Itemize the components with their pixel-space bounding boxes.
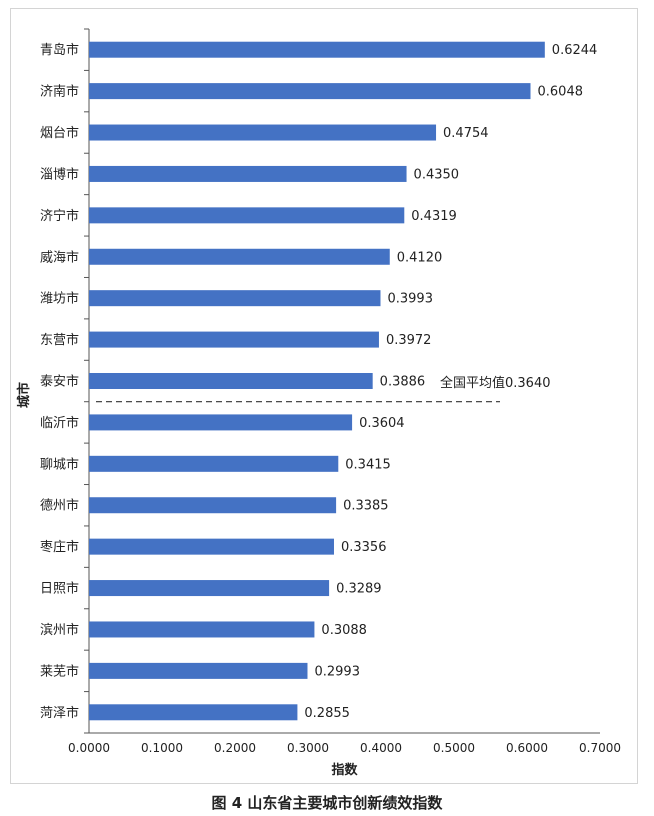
category-label: 淄博市 [40, 166, 79, 182]
bar-6 [89, 248, 390, 265]
category-label: 枣庄市 [40, 539, 79, 555]
category-label: 菏泽市 [40, 705, 79, 721]
bar-2 [89, 83, 531, 100]
bar-11 [89, 455, 339, 472]
category-label: 莱芜市 [40, 663, 79, 679]
x-tick-label: 0.7000 [579, 741, 621, 755]
bar-7 [89, 290, 381, 307]
bar-12 [89, 497, 337, 514]
x-tick-label: 0.2000 [214, 741, 256, 755]
bar-3 [89, 124, 437, 141]
bar-chart: 青岛市 0.6244 济南市 0.6048 烟台市 0.4754 淄博市 0.4350 济宁市 0… [16, 28, 621, 778]
category-label: 潍坊市 [40, 291, 79, 307]
x-tick-label: 0.6000 [506, 741, 548, 755]
category-label: 日照市 [40, 581, 79, 597]
value-label: 0.3415 [345, 457, 391, 472]
value-label: 0.3289 [336, 582, 382, 597]
value-label: 0.4120 [397, 250, 443, 265]
category-label: 临沂市 [40, 415, 79, 431]
category-label: 济南市 [40, 84, 79, 100]
value-label: 0.6244 [552, 43, 598, 58]
value-label: 0.6048 [538, 85, 584, 100]
category-label: 威海市 [40, 249, 79, 265]
y-axis-title: 城市 [16, 382, 32, 408]
figure-caption: 图 4 山东省主要城市创新绩效指数 [211, 794, 443, 812]
value-label: 0.3886 [380, 375, 426, 390]
x-axis-title: 指数 [331, 762, 358, 778]
x-tick-label: 0.5000 [433, 741, 475, 755]
bar-4 [89, 165, 407, 182]
x-tick-label: 0.4000 [360, 741, 402, 755]
value-label: 0.3385 [343, 499, 389, 514]
value-label: 0.3993 [387, 292, 433, 307]
bar-13 [89, 538, 334, 555]
value-label: 0.3972 [386, 333, 432, 348]
value-label: 0.3356 [341, 540, 387, 555]
bar-10 [89, 414, 353, 431]
category-label: 泰安市 [40, 374, 79, 390]
value-label: 0.4319 [411, 209, 457, 224]
bar-8 [89, 331, 379, 348]
bar-9 [89, 373, 373, 389]
national-average-label: 全国平均值0.3640 [440, 375, 551, 391]
value-label: 0.4754 [443, 126, 489, 141]
bar-15 [89, 621, 315, 638]
category-label: 德州市 [40, 498, 79, 514]
category-label: 聊城市 [40, 456, 79, 472]
bar-14 [89, 580, 330, 597]
x-tick-label: 0.0000 [68, 741, 110, 755]
bar-1 [89, 41, 545, 58]
bar-5 [89, 207, 405, 224]
category-label: 烟台市 [40, 125, 79, 141]
x-tick-label: 0.3000 [287, 741, 329, 755]
value-label: 0.3088 [321, 623, 367, 638]
category-label: 济宁市 [40, 208, 79, 224]
category-label: 青岛市 [40, 42, 79, 58]
value-label: 0.4350 [414, 167, 460, 182]
value-label: 0.2855 [304, 706, 350, 721]
bar-16 [89, 662, 308, 679]
category-label: 滨州市 [40, 622, 79, 638]
category-label: 东营市 [40, 332, 79, 348]
bar-17 [89, 704, 298, 721]
value-label: 0.3604 [359, 416, 405, 431]
x-tick-label: 0.1000 [141, 741, 183, 755]
value-label: 0.2993 [314, 664, 360, 679]
